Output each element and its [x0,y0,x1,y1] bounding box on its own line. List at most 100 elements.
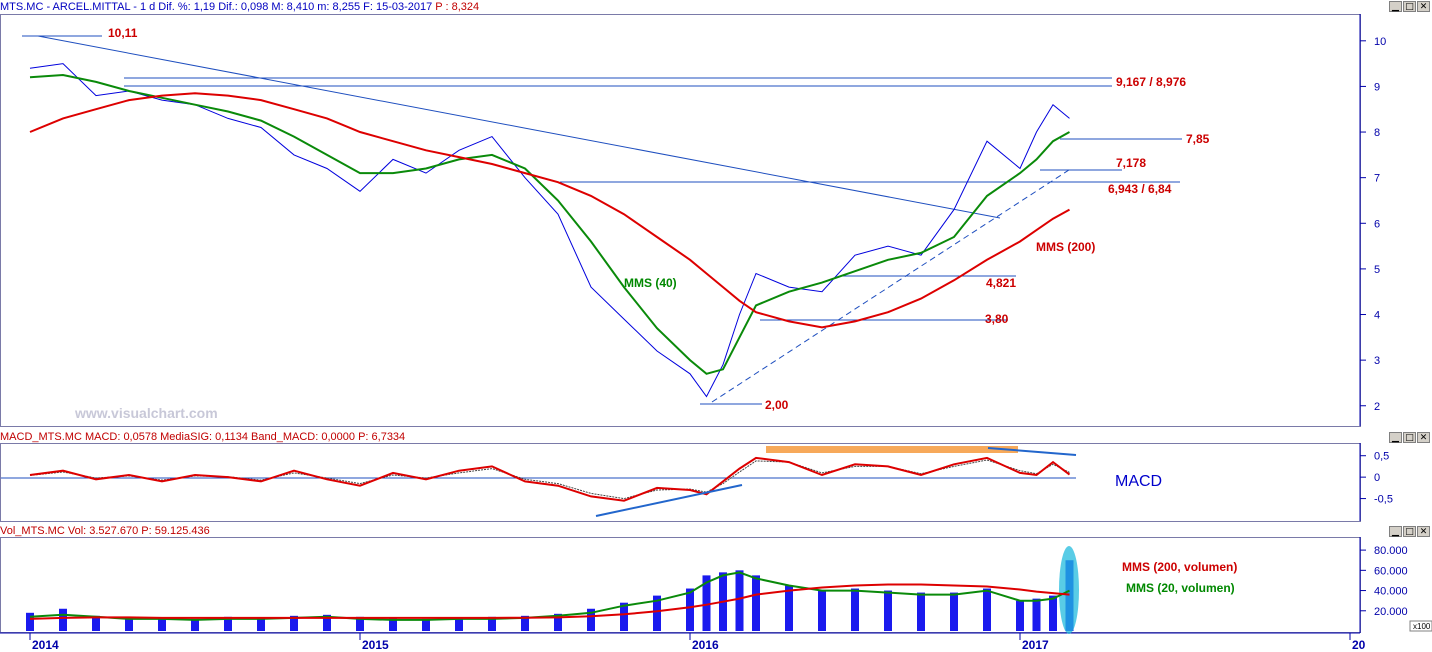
volume-y-tick-label: 40.000 [1374,586,1408,598]
volume-bar [257,617,265,631]
volume-bar [554,613,562,631]
volume-panel-header: Vol_MTS.MC Vol: 3.527.670 P: 59.125.436 [0,524,210,538]
volume-scale-box [1409,620,1432,632]
volume-bar [92,615,100,631]
label-6943: 6,943 / 6,84 [1108,182,1172,196]
macd-y-axis: 0,5 0 -0,5 [1359,443,1393,521]
volume-bar [818,590,826,631]
x-tick-label: 2016 [692,638,719,652]
volume-bar [653,595,661,631]
label-resistance: 9,167 / 8,976 [1116,75,1186,89]
volume-bar [950,592,958,631]
price-y-tick-label: 6 [1374,218,1380,230]
volume-window-buttons: ▁ □ ✕ [1389,526,1430,537]
volume-mms200-series [29,583,1070,620]
macd-divergence-line-high [987,447,1077,456]
volume-y-tick-label: 20.000 [1374,606,1408,618]
price-y-tick-label: 10 [1374,36,1386,48]
label-vol-mms200: MMS (200, volumen) [1122,560,1237,574]
x-axis: 2014 2015 2016 2017 20 [0,632,1366,652]
volume-y-axis: 80.000 60.000 40.000 20.000 [1359,537,1408,633]
volume-header-symbol: Vol_MTS.MC Vol: 3.527.670 [0,525,139,537]
macd-header-symbol: MACD_MTS.MC MACD: 0,0578 MediaSIG: 0,113… [0,431,356,443]
macd-window-buttons: ▁ □ ✕ [1389,432,1430,443]
label-mms40: MMS (40) [624,276,677,290]
volume-mms20-series [29,571,1070,621]
label-785: 7,85 [1186,132,1210,146]
volume-bar [785,585,793,631]
volume-bar [884,590,892,631]
label-vol-mms20: MMS (20, volumen) [1126,581,1235,595]
uptrend-line [711,167,1073,403]
price-header-last: P : 8,324 [435,1,480,13]
maximize-button[interactable]: □ [1403,432,1416,443]
macd-highlight-bar [766,446,1018,453]
macd-panel-header: MACD_MTS.MC MACD: 0,0578 MediaSIG: 0,113… [0,430,405,444]
macd-y-tick-label: 0,5 [1374,451,1389,463]
x-tick-label: 20 [1352,638,1366,652]
maximize-button[interactable]: □ [1403,526,1416,537]
volume-bar [191,618,199,631]
volume-bar [389,617,397,631]
volume-bar [752,575,760,631]
volume-scale-note: x100 [1413,622,1431,631]
minimize-button[interactable]: ▁ [1389,526,1402,537]
price-y-tick-label: 4 [1374,310,1380,322]
volume-bar [1032,598,1041,631]
price-y-tick-label: 8 [1374,127,1380,139]
volume-bar [917,592,925,631]
price-panel-header: MTS.MC - ARCEL.MITTAL - 1 d Dif. %: 1,19… [0,0,479,14]
volume-bar [587,608,595,631]
downtrend-line [37,35,1001,219]
volume-bar [1016,600,1024,631]
macd-header-last: P: 6,7334 [358,431,406,443]
price-y-tick-label: 5 [1374,264,1380,276]
minimize-button[interactable]: ▁ [1389,1,1402,12]
volume-bar [422,618,430,631]
price-window-buttons: ▁ □ ✕ [1389,1,1430,12]
price-y-tick-label: 2 [1374,401,1380,413]
close-button[interactable]: ✕ [1417,432,1430,443]
minimize-button[interactable]: ▁ [1389,432,1402,443]
x-tick-label: 2015 [362,638,389,652]
volume-bar [735,570,744,631]
volume-bar [26,612,34,631]
volume-bar [1049,595,1057,631]
price-y-axis: 10 9 8 7 6 5 4 3 2 [1359,14,1386,426]
macd-y-tick-label: 0 [1374,472,1380,484]
volume-bar [290,615,298,631]
volume-bar [620,602,628,631]
macd-divergence-line-low [595,484,743,517]
price-y-tick-label: 9 [1374,81,1380,93]
x-tick-label: 2014 [32,638,59,652]
label-7178: 7,178 [1116,156,1146,170]
volume-bar [125,616,133,631]
price-annotation-lines [22,35,1182,405]
volume-bar [356,616,364,631]
volume-bar [323,614,331,631]
volume-bar [702,575,711,631]
label-high-1011: 10,11 [108,26,138,40]
volume-y-tick-label: 80.000 [1374,545,1408,557]
close-button[interactable]: ✕ [1417,526,1430,537]
volume-bar [851,588,859,631]
volume-bar [521,615,529,631]
label-4821: 4,821 [986,276,1016,290]
label-380: 3,80 [985,312,1009,326]
volume-header-last: P: 59.125.436 [141,525,210,537]
macd-title: MACD [1115,473,1162,490]
price-y-tick-label: 7 [1374,173,1380,185]
volume-bar [59,608,67,631]
price-header-symbol: MTS.MC - ARCEL.MITTAL - 1 d Dif. %: 1,19… [0,1,433,13]
label-low-200: 2,00 [765,398,789,412]
watermark: www.visualchart.com [74,405,218,421]
maximize-button[interactable]: □ [1403,1,1416,12]
macd-y-tick-label: -0,5 [1374,494,1393,506]
price-y-tick-label: 3 [1374,355,1380,367]
volume-bar [983,588,991,631]
label-mms200: MMS (200) [1036,240,1095,254]
x-tick-label: 2017 [1022,638,1049,652]
macd-series [29,456,1071,502]
close-button[interactable]: ✕ [1417,1,1430,12]
